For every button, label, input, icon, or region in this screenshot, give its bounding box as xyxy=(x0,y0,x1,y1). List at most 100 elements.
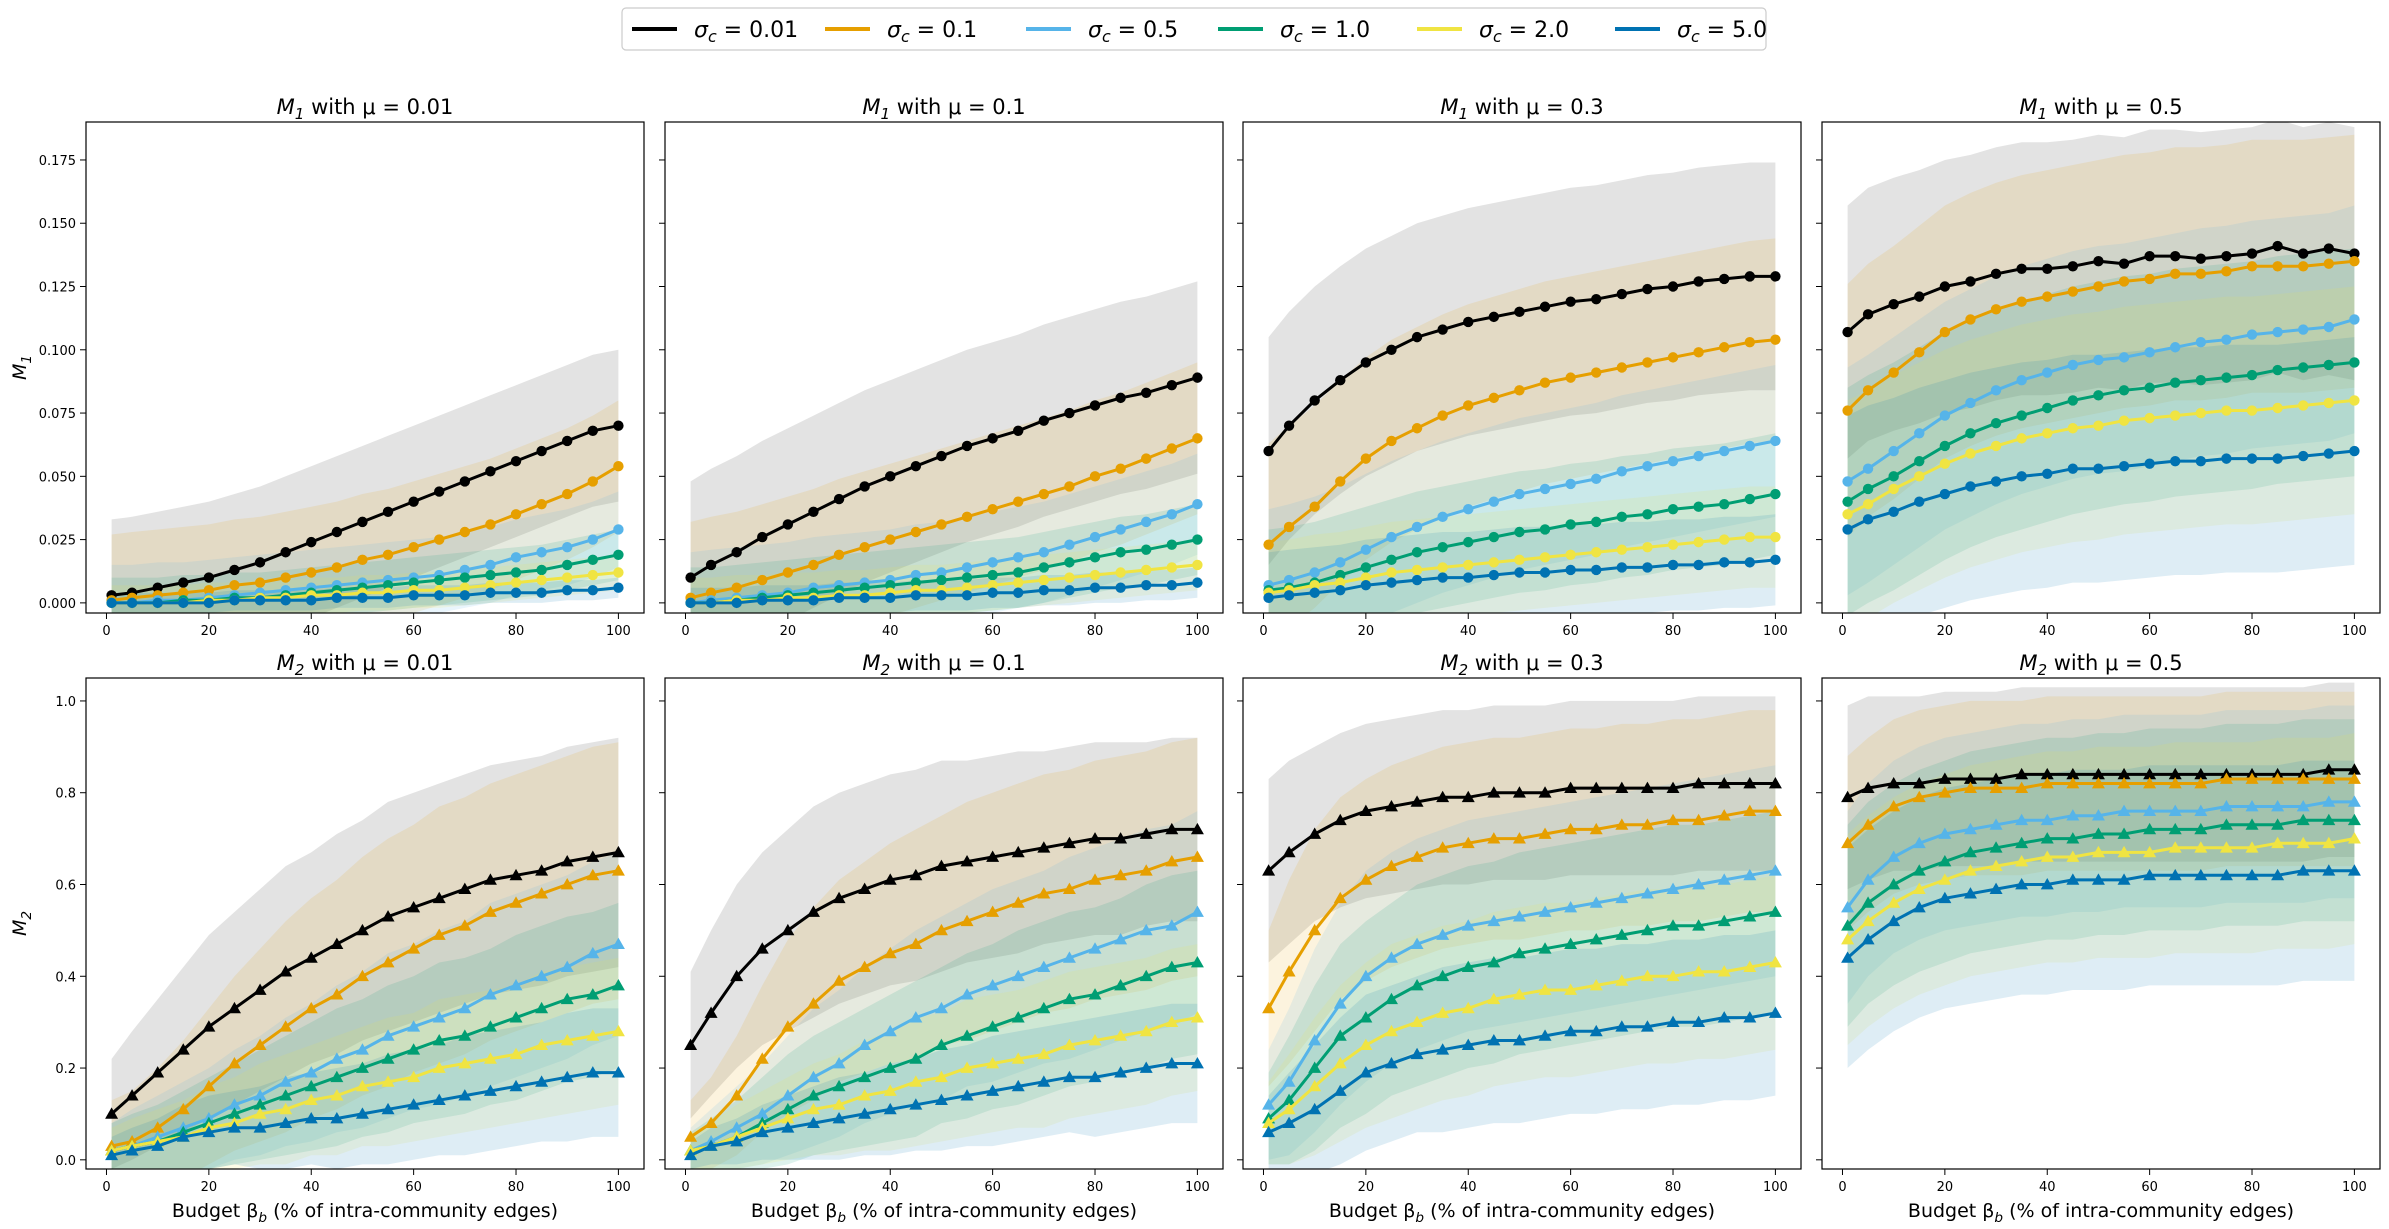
data-point xyxy=(806,1089,820,1101)
data-point xyxy=(2323,397,2335,409)
data-point xyxy=(1360,453,1372,464)
data-point xyxy=(2194,822,2208,835)
data-point xyxy=(684,1148,698,1161)
x-tick-label: 80 xyxy=(1665,1180,1682,1195)
data-point xyxy=(1744,493,1756,505)
data-point xyxy=(1615,781,1629,794)
data-point xyxy=(1165,822,1179,835)
data-point xyxy=(253,1098,267,1110)
data-point xyxy=(357,516,368,528)
data-point xyxy=(1359,804,1373,816)
data-point xyxy=(407,1043,421,1055)
data-point xyxy=(611,978,625,991)
data-point xyxy=(909,1098,923,1110)
data-point xyxy=(407,942,421,954)
data-point xyxy=(2091,777,2105,789)
data-point xyxy=(1384,799,1398,812)
data-point xyxy=(1914,428,1925,439)
data-point xyxy=(483,873,497,885)
data-point xyxy=(2271,818,2285,830)
data-point xyxy=(1088,1070,1102,1083)
data-point xyxy=(808,506,819,517)
data-point xyxy=(832,1112,846,1124)
data-point xyxy=(1064,585,1075,596)
data-point xyxy=(1888,299,1899,310)
data-point xyxy=(2118,385,2130,396)
data-point xyxy=(1989,781,2003,794)
data-point xyxy=(782,519,794,530)
chart-panel: 0 20 40 60 80 100 0.000 0.025 0.050 0.075 0.100 0.1… xyxy=(9,95,645,639)
data-point xyxy=(2221,405,2232,416)
data-point xyxy=(1743,868,1757,881)
data-point xyxy=(859,541,870,553)
x-tick-label: 40 xyxy=(882,624,899,639)
data-point xyxy=(936,590,947,601)
chart-panel: 0 20 40 60 80 100 M2 with μ = 0.5 Budget βb (% … xyxy=(1816,651,2381,1226)
data-point xyxy=(2170,250,2181,262)
data-point xyxy=(1692,919,1706,931)
data-point xyxy=(381,1102,395,1115)
data-point xyxy=(883,1102,897,1115)
data-point xyxy=(1693,450,1704,462)
data-point xyxy=(934,923,948,936)
data-point xyxy=(1861,914,1875,927)
data-point xyxy=(1938,772,1952,784)
data-point xyxy=(1038,574,1050,586)
data-point xyxy=(1013,425,1024,436)
data-point xyxy=(357,554,368,566)
data-point xyxy=(253,1107,267,1119)
data-point xyxy=(1939,440,1951,452)
confidence-band xyxy=(690,281,1198,613)
data-point xyxy=(2349,248,2360,259)
x-tick-label: 80 xyxy=(508,1180,525,1195)
data-point xyxy=(459,476,471,487)
data-point xyxy=(1693,559,1704,571)
data-point xyxy=(832,1056,846,1069)
y-tick-label: 0.075 xyxy=(39,407,76,422)
data-point xyxy=(1488,557,1500,568)
data-point xyxy=(1141,564,1152,576)
data-point xyxy=(685,597,696,609)
data-point xyxy=(757,595,768,606)
x-tick-label: 20 xyxy=(780,1180,797,1195)
data-point xyxy=(2066,777,2080,789)
data-point xyxy=(2015,855,2029,867)
data-point xyxy=(2040,832,2054,844)
data-point xyxy=(1589,1024,1603,1037)
data-point xyxy=(432,928,446,940)
x-tick-label: 20 xyxy=(201,624,218,639)
data-point xyxy=(1089,552,1101,563)
data-point xyxy=(2272,402,2283,414)
confidence-band xyxy=(1847,719,2355,1027)
plot-area xyxy=(1841,682,2361,1068)
data-point xyxy=(1089,471,1101,482)
data-point xyxy=(2117,804,2131,816)
data-point xyxy=(1436,1043,1450,1055)
data-point xyxy=(1963,822,1977,835)
data-point xyxy=(1089,582,1101,593)
data-point xyxy=(1038,562,1050,573)
data-point xyxy=(2144,273,2155,285)
data-point xyxy=(536,564,547,576)
data-point xyxy=(858,1038,872,1050)
x-tick-label: 40 xyxy=(1460,624,1477,639)
data-point xyxy=(1770,435,1781,447)
data-point xyxy=(2195,268,2207,280)
data-point xyxy=(1064,572,1075,583)
data-point xyxy=(1064,407,1075,419)
confidence-band xyxy=(690,362,1198,613)
data-point xyxy=(1914,291,1925,302)
confidence-band xyxy=(1268,710,1776,1087)
data-point xyxy=(1192,372,1203,383)
data-point xyxy=(960,914,974,927)
data-point xyxy=(1114,933,1128,945)
data-point xyxy=(1914,455,1925,467)
data-point xyxy=(2093,354,2104,366)
data-point xyxy=(2015,781,2029,794)
data-point xyxy=(1768,956,1782,968)
data-point xyxy=(1166,539,1178,550)
data-point xyxy=(306,595,317,606)
data-point xyxy=(1461,790,1475,803)
data-point xyxy=(280,595,291,606)
